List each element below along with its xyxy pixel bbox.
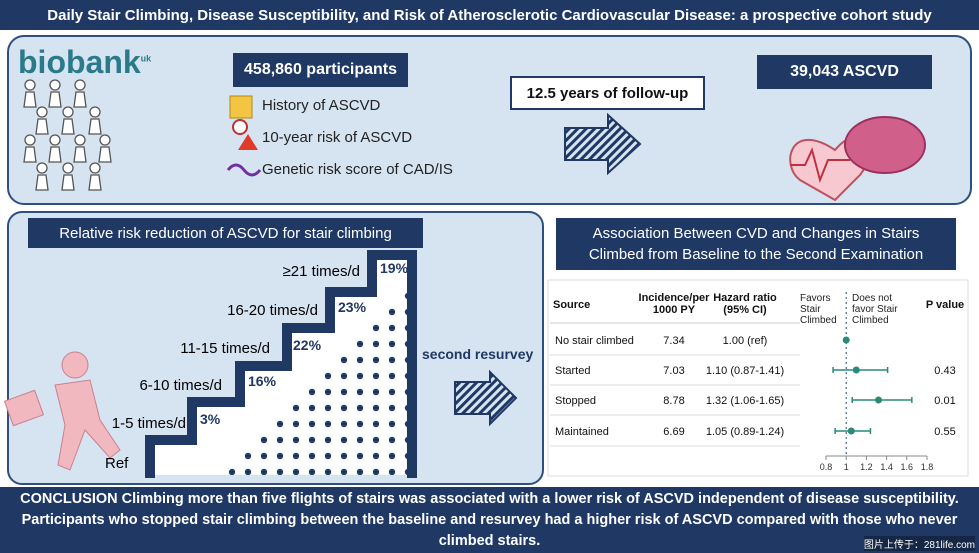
- step-label: 6-10 times/d: [139, 377, 222, 394]
- favors-left: Favors Stair Climbed: [800, 293, 837, 326]
- step-reduction: 16%: [248, 373, 277, 389]
- participants: 458,860 participants: [233, 53, 408, 87]
- step-label: ≥21 times/d: [283, 263, 360, 280]
- person: [98, 134, 112, 163]
- list-icons: [226, 95, 262, 177]
- baseline-label: Ref: [105, 455, 129, 472]
- cell-hr: 1.00 (ref): [723, 335, 768, 347]
- estimate-point: [847, 427, 855, 435]
- person: [23, 134, 37, 163]
- cell-hr: 1.10 (0.87-1.41): [706, 365, 784, 377]
- step-reduction: 3%: [200, 411, 221, 427]
- person: [48, 79, 62, 108]
- heart-brain-icon: [789, 116, 926, 202]
- step-reduction: 19%: [380, 260, 409, 276]
- step-reduction: 22%: [293, 337, 322, 353]
- outcome: 39,043 ASCVD: [757, 55, 932, 89]
- estimate-point: [875, 396, 883, 404]
- person: [73, 134, 87, 163]
- follow-up: 12.5 years of follow-up: [510, 76, 705, 110]
- cell-p: 0.43: [934, 365, 955, 377]
- person: [61, 162, 75, 191]
- cell-source: Started: [555, 365, 590, 377]
- cell-incidence: 8.78: [663, 395, 684, 407]
- person: [88, 162, 102, 191]
- logo: biobankuk: [18, 44, 151, 81]
- risk-title: Relative risk reduction of ASCVD for sta…: [28, 218, 423, 248]
- cell-p: 0.55: [934, 426, 955, 438]
- logo-text: biobank: [18, 44, 141, 80]
- x-tick-label: 1.6: [901, 462, 914, 472]
- conclusion: CONCLUSION Climbing more than five fligh…: [0, 487, 979, 553]
- estimate-point: [842, 336, 850, 344]
- column-header: Source: [553, 299, 591, 311]
- step-reduction: 23%: [338, 299, 367, 315]
- cell-source: No stair climbed: [555, 335, 634, 347]
- cell-incidence: 7.34: [663, 335, 684, 347]
- person: [23, 79, 37, 108]
- column-header: Incidence/per 1000 PY: [638, 292, 710, 316]
- x-tick-label: 1.4: [880, 462, 893, 472]
- cell-incidence: 7.03: [663, 365, 684, 377]
- cell-hr: 1.05 (0.89-1.24): [706, 426, 784, 438]
- cell-source: Stopped: [555, 395, 596, 407]
- x-tick-label: 0.8: [820, 462, 833, 472]
- watermark: 图片上传于：281life.com: [863, 536, 975, 551]
- person: [73, 79, 87, 108]
- association-title: Association Between CVD and Changes in S…: [556, 218, 956, 270]
- step-label: 16-20 times/d: [227, 302, 318, 319]
- title: Daily Stair Climbing, Disease Susceptibi…: [0, 0, 979, 30]
- person: [35, 162, 49, 191]
- x-tick-label: 1.2: [860, 462, 873, 472]
- transition-label: second resurvey: [422, 346, 534, 362]
- cell-source: Maintained: [555, 426, 609, 438]
- person: [88, 106, 102, 135]
- risk-factor: History of ASCVD: [262, 97, 381, 114]
- risk-factor: Genetic risk score of CAD/IS: [262, 161, 453, 178]
- runner-icon: [3, 351, 121, 471]
- person: [61, 106, 75, 135]
- cell-incidence: 6.69: [663, 426, 684, 438]
- person: [35, 106, 49, 135]
- person: [48, 134, 62, 163]
- step-label: 1-5 times/d: [112, 415, 186, 432]
- cell-hr: 1.32 (1.06-1.65): [706, 395, 784, 407]
- favors-right: Does not favor Stair Climbed: [852, 293, 898, 326]
- cell-p: 0.01: [934, 395, 955, 407]
- estimate-point: [852, 366, 860, 374]
- column-header: Hazard ratio (95% CI): [713, 292, 777, 316]
- logo-suffix: uk: [140, 53, 152, 64]
- risk-factor: 10-year risk of ASCVD: [262, 129, 413, 146]
- table-panel: [547, 279, 969, 477]
- x-tick-label: 1: [844, 462, 849, 472]
- column-header: P value: [925, 299, 965, 311]
- x-tick-label: 1.8: [921, 462, 934, 472]
- step-label: 11-15 times/d: [180, 340, 270, 357]
- arrow-icon: [454, 112, 642, 427]
